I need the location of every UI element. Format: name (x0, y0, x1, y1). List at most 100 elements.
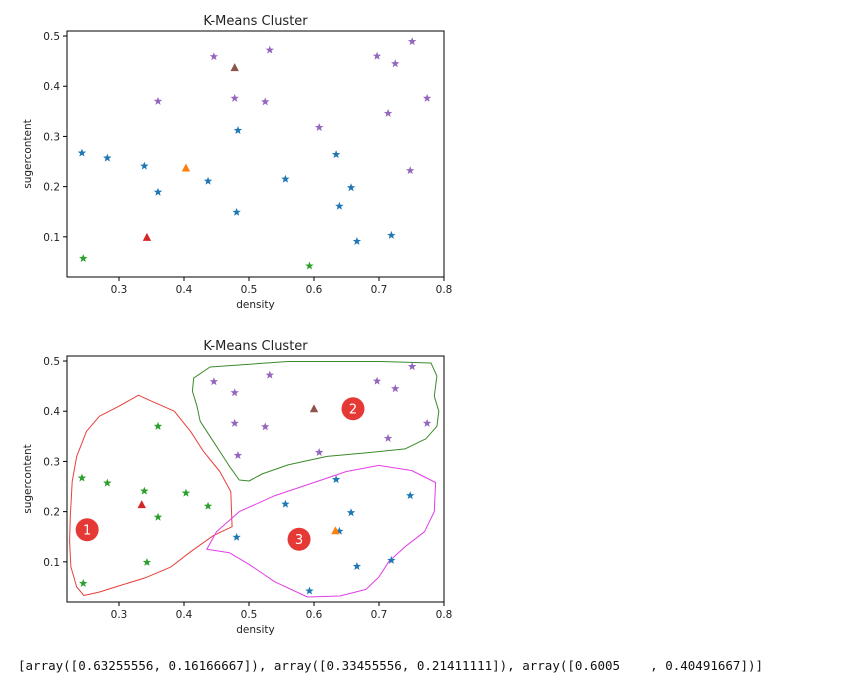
data-point-star (335, 526, 344, 535)
data-point-star (103, 153, 112, 162)
cluster-center-marker (137, 500, 146, 509)
cluster-number-label: 2 (349, 403, 357, 418)
figure-canvas: K-Means Cluster 0.3 0.4 0.5 0.6 0.7 0.8 0.1 0.2 0… (22, 14, 452, 636)
data-point-star (346, 183, 356, 192)
cluster-number-label: 3 (295, 533, 303, 548)
data-point-star (209, 52, 219, 61)
y-tick-label: 0.4 (43, 81, 60, 93)
cluster-number-label: 1 (83, 524, 91, 539)
data-point-star (331, 475, 341, 484)
chart-title: K-Means Cluster (203, 14, 308, 29)
data-point-star (153, 187, 163, 196)
data-point-star (315, 122, 324, 131)
y-tick-label: 0.4 (43, 406, 60, 418)
data-point-star (140, 486, 149, 495)
plot-frame (66, 355, 445, 603)
data-point-star (352, 236, 362, 245)
x-tick-label: 0.3 (111, 609, 128, 621)
data-point-star (233, 126, 243, 134)
data-point-star (281, 174, 290, 183)
data-point-star (422, 418, 432, 427)
data-point-star (265, 370, 274, 379)
data-point-star (391, 384, 400, 393)
data-point-star (335, 201, 344, 210)
y-axis-label: sugercontent (22, 444, 34, 514)
data-point-star (209, 377, 219, 386)
y-tick-label: 0.1 (43, 557, 60, 569)
x-tick-label: 0.5 (241, 609, 258, 621)
data-point-star (203, 176, 213, 185)
x-tick-label: 0.4 (176, 284, 193, 296)
data-point-star (103, 478, 112, 487)
data-point-star (232, 207, 241, 216)
cluster-number-badge (75, 518, 99, 542)
data-point-star (233, 451, 243, 459)
plot-frame (66, 30, 445, 278)
y-tick-label: 0.2 (43, 507, 60, 519)
data-point-star (140, 161, 149, 170)
data-point-star (153, 96, 163, 105)
data-point-star (203, 501, 213, 510)
data-point-star (153, 512, 163, 521)
x-tick-label: 0.3 (111, 284, 128, 296)
cluster-center-marker (331, 526, 340, 535)
y-tick-label: 0.3 (43, 456, 60, 468)
cluster-center-marker (181, 163, 191, 172)
data-point-star (181, 488, 191, 497)
data-point-star (387, 555, 396, 564)
data-point-star (230, 418, 239, 427)
cluster-outline (69, 394, 233, 596)
data-point-star (422, 93, 432, 102)
data-point-star (407, 37, 417, 46)
data-point-star (407, 362, 417, 371)
data-point-star (383, 108, 393, 117)
data-point-star (281, 499, 290, 508)
data-point-star (230, 388, 239, 397)
cluster-outline (191, 361, 440, 482)
data-point-star (383, 433, 393, 442)
x-tick-label: 0.8 (436, 284, 453, 296)
x-tick-label: 0.6 (306, 609, 323, 621)
data-point-star (305, 261, 314, 270)
x-tick-label: 0.4 (176, 609, 193, 621)
data-point-star (305, 586, 314, 595)
data-point-star (79, 579, 88, 587)
chart-2: K-Means Cluster 0.3 0.4 0.5 0.6 0.7 0.8 0.1 0.2 0… (22, 339, 452, 636)
data-point-star (372, 376, 382, 385)
x-tick-label: 0.7 (371, 609, 388, 621)
cluster-outline (206, 464, 437, 598)
data-point-star (391, 59, 400, 68)
y-tick-label: 0.5 (43, 356, 60, 368)
data-point-star (77, 148, 87, 157)
x-axis-label: density (236, 624, 275, 636)
data-point-star (406, 166, 415, 175)
cluster-number-badge (341, 397, 365, 421)
data-point-star (265, 45, 274, 54)
data-point-star (315, 447, 324, 456)
data-point-star (331, 150, 341, 159)
chart-1: K-Means Cluster 0.3 0.4 0.5 0.6 0.7 0.8 0.1 0.2 0… (22, 14, 452, 311)
cluster-number-badge (287, 527, 311, 551)
data-point-star (261, 422, 270, 431)
y-tick-label: 0.2 (43, 182, 60, 194)
cluster-center-marker (309, 404, 319, 413)
chart-title: K-Means Cluster (203, 339, 308, 354)
data-point-star (346, 508, 356, 517)
y-tick-label: 0.5 (43, 31, 60, 43)
x-tick-label: 0.8 (436, 609, 453, 621)
cluster-center-marker (230, 63, 239, 72)
x-tick-label: 0.6 (306, 284, 323, 296)
data-point-star (142, 557, 152, 566)
data-point-star (352, 561, 362, 570)
data-point-star (261, 97, 270, 106)
y-tick-label: 0.1 (43, 232, 60, 244)
data-point-star (79, 254, 88, 262)
data-point-star (77, 473, 87, 482)
data-point-star (387, 230, 396, 239)
x-tick-label: 0.5 (241, 284, 258, 296)
y-tick-label: 0.3 (43, 131, 60, 143)
y-axis-label: sugercontent (22, 119, 34, 189)
x-axis-label: density (236, 299, 275, 311)
data-point-star (232, 532, 241, 541)
console-output: [array([0.63255556, 0.16166667]), array(… (18, 658, 764, 673)
